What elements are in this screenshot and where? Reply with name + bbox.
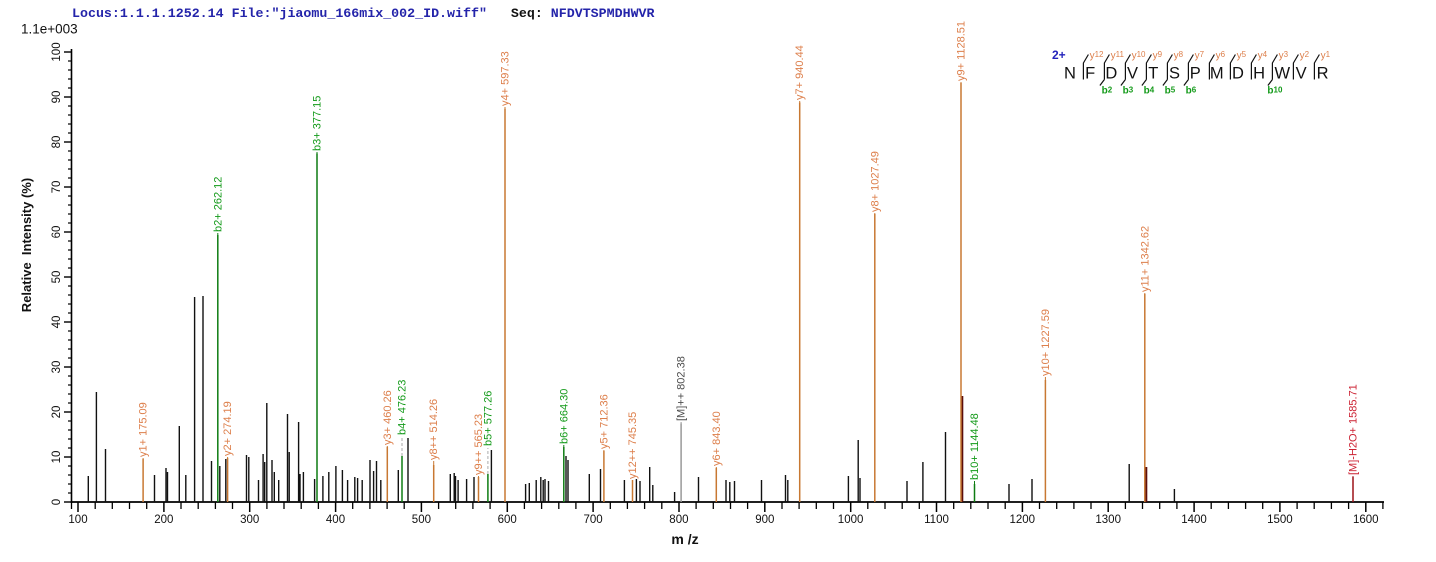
svg-text:Relative Intensity (%): Relative Intensity (%) xyxy=(19,178,34,312)
svg-text:300: 300 xyxy=(240,514,259,526)
svg-text:80: 80 xyxy=(51,136,63,149)
svg-text:V: V xyxy=(1127,65,1138,83)
svg-text:y8+ 1027.49: y8+ 1027.49 xyxy=(869,151,881,212)
svg-text:b4: b4 xyxy=(1144,86,1155,97)
svg-text:y8: y8 xyxy=(1174,50,1184,62)
svg-text:y6: y6 xyxy=(1216,50,1226,62)
svg-text:1100: 1100 xyxy=(924,514,949,526)
svg-text:10: 10 xyxy=(51,451,63,464)
svg-text:y10: y10 xyxy=(1132,50,1146,62)
svg-text:y5+ 712.36: y5+ 712.36 xyxy=(598,394,610,449)
svg-text:b2: b2 xyxy=(1102,86,1113,97)
svg-text:b6+ 664.30: b6+ 664.30 xyxy=(558,389,570,444)
svg-text:1.1e+003: 1.1e+003 xyxy=(21,22,78,37)
svg-text:100: 100 xyxy=(68,514,87,526)
svg-text:800: 800 xyxy=(669,514,688,526)
svg-text:T: T xyxy=(1148,65,1158,83)
svg-text:b2+ 262.12: b2+ 262.12 xyxy=(212,177,224,232)
svg-text:600: 600 xyxy=(498,514,517,526)
svg-text:y1+ 175.09: y1+ 175.09 xyxy=(138,402,150,457)
svg-text:y3+ 460.26: y3+ 460.26 xyxy=(382,390,394,445)
svg-text:y9++ 565.23: y9++ 565.23 xyxy=(473,414,485,475)
svg-text:F: F xyxy=(1085,65,1095,83)
svg-text:y9+ 1128.51: y9+ 1128.51 xyxy=(956,21,968,81)
svg-text:y9: y9 xyxy=(1153,50,1163,62)
svg-text:D: D xyxy=(1232,65,1244,83)
svg-text:D: D xyxy=(1105,65,1117,83)
svg-text:y12: y12 xyxy=(1090,50,1104,62)
svg-text:1500: 1500 xyxy=(1267,514,1293,526)
svg-text:y4+ 597.33: y4+ 597.33 xyxy=(500,51,512,106)
svg-text:b10: b10 xyxy=(1267,86,1283,97)
svg-text:90: 90 xyxy=(51,91,63,104)
svg-text:900: 900 xyxy=(755,514,774,526)
svg-text:y2: y2 xyxy=(1300,50,1310,62)
svg-text:1200: 1200 xyxy=(1010,514,1036,526)
svg-text:[M]-H2O+ 1585.71: [M]-H2O+ 1585.71 xyxy=(1348,384,1360,475)
svg-text:b3+ 377.15: b3+ 377.15 xyxy=(312,96,324,151)
svg-text:y7: y7 xyxy=(1195,50,1205,62)
svg-text:b10+ 1144.48: b10+ 1144.48 xyxy=(969,413,981,480)
svg-text:V: V xyxy=(1296,65,1307,83)
svg-text:y10+ 1227.59: y10+ 1227.59 xyxy=(1040,309,1052,376)
svg-text:b6: b6 xyxy=(1186,86,1197,97)
svg-text:50: 50 xyxy=(51,271,63,284)
svg-text:1300: 1300 xyxy=(1095,514,1121,526)
svg-text:b5: b5 xyxy=(1165,86,1176,97)
svg-text:60: 60 xyxy=(51,226,63,239)
svg-text:y6+ 843.40: y6+ 843.40 xyxy=(711,411,723,466)
svg-text:1400: 1400 xyxy=(1181,514,1207,526)
svg-text:y1: y1 xyxy=(1321,50,1331,62)
svg-text:400: 400 xyxy=(326,514,345,526)
svg-text:y11+ 1342.62: y11+ 1342.62 xyxy=(1139,226,1151,292)
svg-text:S: S xyxy=(1169,65,1180,83)
svg-text:y7+ 940.44: y7+ 940.44 xyxy=(794,45,806,100)
svg-text:N: N xyxy=(1064,65,1076,83)
svg-text:70: 70 xyxy=(51,181,63,194)
svg-text:W: W xyxy=(1275,65,1291,83)
svg-text:200: 200 xyxy=(154,514,173,526)
svg-text:y12++ 745.35: y12++ 745.35 xyxy=(627,412,639,479)
svg-text:1000: 1000 xyxy=(838,514,864,526)
svg-text:b3: b3 xyxy=(1123,86,1134,97)
svg-text:y2+ 274.19: y2+ 274.19 xyxy=(222,401,234,456)
svg-text:30: 30 xyxy=(51,361,63,374)
svg-text:b4+ 476.23: b4+ 476.23 xyxy=(397,380,409,435)
svg-text:y4: y4 xyxy=(1258,50,1268,62)
svg-text:y5: y5 xyxy=(1237,50,1247,62)
svg-text:700: 700 xyxy=(584,514,603,526)
svg-text:20: 20 xyxy=(51,406,63,419)
svg-text:R: R xyxy=(1317,65,1329,83)
svg-text:0: 0 xyxy=(51,499,63,505)
svg-text:P: P xyxy=(1190,65,1201,83)
svg-text:b5+ 577.26: b5+ 577.26 xyxy=(482,391,494,446)
svg-text:m /z: m /z xyxy=(671,531,698,547)
svg-text:y3: y3 xyxy=(1279,50,1289,62)
svg-text:y11: y11 xyxy=(1111,50,1125,62)
svg-text:1600: 1600 xyxy=(1353,514,1379,526)
svg-text:y8++ 514.26: y8++ 514.26 xyxy=(428,399,440,460)
svg-text:H: H xyxy=(1253,65,1265,83)
svg-text:[M]++ 802.38: [M]++ 802.38 xyxy=(676,356,688,421)
svg-text:2+: 2+ xyxy=(1052,48,1066,62)
svg-text:500: 500 xyxy=(412,514,431,526)
svg-text:M: M xyxy=(1210,65,1224,83)
svg-text:100: 100 xyxy=(51,42,63,61)
svg-text:40: 40 xyxy=(51,316,63,329)
